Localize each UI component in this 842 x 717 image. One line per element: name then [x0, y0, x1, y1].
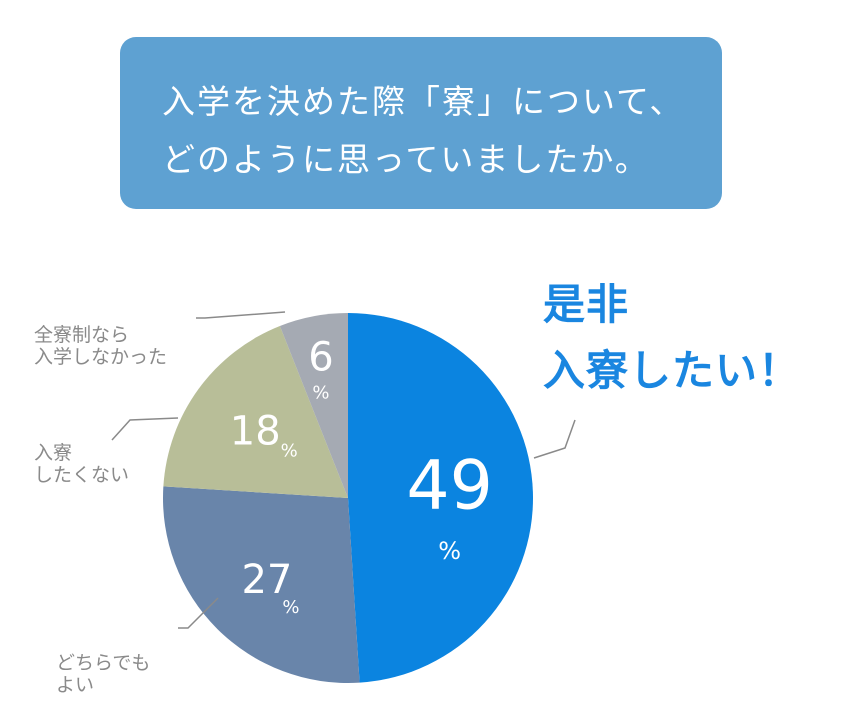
label-nyuryo-line-1: 入寮 [34, 442, 73, 464]
slice-value-6: 6 [308, 334, 333, 380]
pie-slice-18 [163, 325, 348, 498]
slice-unit-49: % [438, 537, 461, 565]
label-zenryo: 全寮制なら 入学しなかった [34, 324, 167, 368]
pie-slice-49 [348, 313, 534, 683]
leader-line-dochira [178, 597, 219, 629]
highlight-line-1: 是非 [543, 280, 630, 329]
slice-unit-6: % [312, 382, 329, 403]
label-zenryo-line-2: 入学しなかった [34, 346, 168, 368]
highlight-line-2: 入寮したい！ [543, 346, 802, 395]
label-dochira-line-2: よい [56, 674, 95, 696]
slice-value-27: 27 [241, 557, 292, 603]
slice-unit-27: % [282, 597, 299, 618]
slice-value-18: 18 [230, 409, 281, 455]
label-dochira-line-1: どちらでも [56, 652, 151, 674]
leader-line-zenryo [196, 311, 286, 319]
label-nyuryo: 入寮 したくない [34, 442, 129, 486]
pie-slice-6 [279, 313, 348, 498]
label-zenryo-line-1: 全寮制なら [34, 324, 130, 346]
question-box: 入学を決めた際「寮」について、 どのように思っていましたか。 [120, 37, 722, 209]
label-nyuryo-line-2: したくない [34, 464, 130, 486]
pie-slice-27 [162, 486, 360, 683]
slice-unit-18: % [281, 441, 298, 462]
leader-line-49 [533, 419, 576, 459]
highlight-callout: 是非 入寮したい！ [543, 272, 801, 404]
slice-value-49: 49 [406, 447, 493, 526]
leader-line-nyuryo [111, 417, 179, 441]
question-line-1: 入学を決めた際「寮」について、 [162, 82, 685, 121]
question-line-2: どのように思っていましたか。 [162, 140, 650, 179]
label-dochira: どちらでも よい [56, 652, 150, 696]
